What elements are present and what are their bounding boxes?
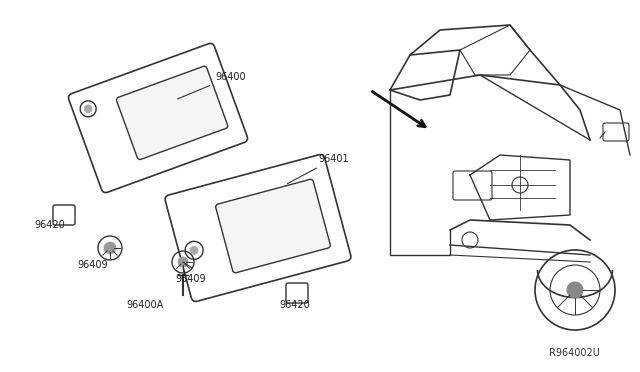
FancyBboxPatch shape xyxy=(603,123,629,141)
FancyBboxPatch shape xyxy=(116,66,228,160)
Text: 96409: 96409 xyxy=(77,260,108,270)
FancyBboxPatch shape xyxy=(453,171,492,200)
Circle shape xyxy=(190,246,198,254)
Text: 96420: 96420 xyxy=(35,220,65,230)
Circle shape xyxy=(104,242,116,254)
Text: 96400: 96400 xyxy=(177,72,246,99)
Circle shape xyxy=(567,282,583,298)
Text: 96409: 96409 xyxy=(175,274,205,284)
FancyBboxPatch shape xyxy=(165,154,351,301)
Text: 96420: 96420 xyxy=(280,300,310,310)
Circle shape xyxy=(178,257,188,267)
FancyBboxPatch shape xyxy=(286,283,308,303)
Text: 96401: 96401 xyxy=(287,154,349,184)
FancyBboxPatch shape xyxy=(68,44,248,193)
FancyBboxPatch shape xyxy=(53,205,75,225)
FancyBboxPatch shape xyxy=(216,179,330,273)
Circle shape xyxy=(84,105,92,113)
Text: 96400A: 96400A xyxy=(126,300,164,310)
Text: R964002U: R964002U xyxy=(549,348,600,358)
